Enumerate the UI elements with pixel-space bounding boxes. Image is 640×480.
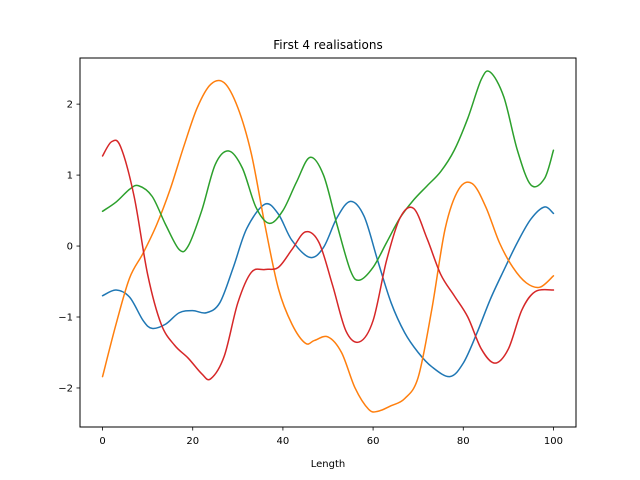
series-line-4 (101, 139, 555, 381)
y-tick-label: −1 (58, 313, 73, 324)
x-tick-label: 100 (544, 436, 563, 447)
chart-title: First 4 realisations (273, 38, 382, 52)
x-axis-label: Length (311, 459, 346, 470)
plot-area-frame (79, 57, 577, 428)
y-tick-label: 0 (67, 242, 73, 253)
y-tick-label: −2 (58, 383, 73, 394)
x-tick-label: 20 (186, 436, 199, 447)
series-line-1 (101, 200, 555, 378)
y-tick-label: 1 (67, 171, 73, 182)
y-axis-ticks: −2 −1 0 1 2 (58, 100, 80, 394)
series-line-3 (101, 70, 555, 282)
series-layer (101, 70, 555, 413)
x-tick-label: 0 (99, 436, 105, 447)
series-line-2 (101, 79, 555, 413)
x-tick-label: 60 (367, 436, 380, 447)
x-tick-label: 80 (457, 436, 470, 447)
x-tick-label: 40 (277, 436, 290, 447)
y-tick-label: 2 (67, 100, 73, 111)
x-axis-ticks: 0 20 40 60 80 100 (99, 427, 563, 447)
